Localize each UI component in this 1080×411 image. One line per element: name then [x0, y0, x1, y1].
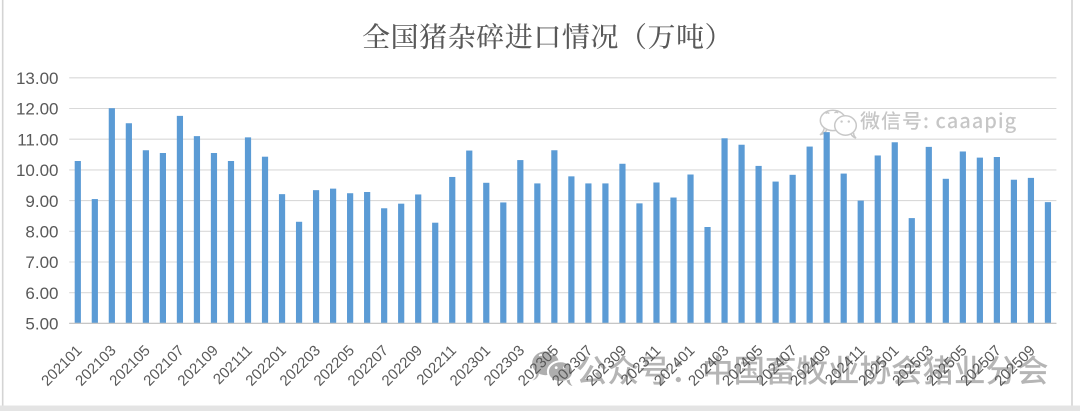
svg-text:10.00: 10.00 [16, 161, 59, 180]
svg-text:8.00: 8.00 [25, 223, 58, 242]
svg-text:13.00: 13.00 [16, 69, 59, 88]
svg-text:11.00: 11.00 [17, 130, 58, 149]
svg-text:7.00: 7.00 [25, 253, 58, 272]
svg-text:9.00: 9.00 [25, 192, 58, 211]
svg-text:5.00: 5.00 [25, 315, 58, 334]
svg-text:12.00: 12.00 [16, 100, 59, 119]
svg-text:6.00: 6.00 [25, 284, 58, 303]
